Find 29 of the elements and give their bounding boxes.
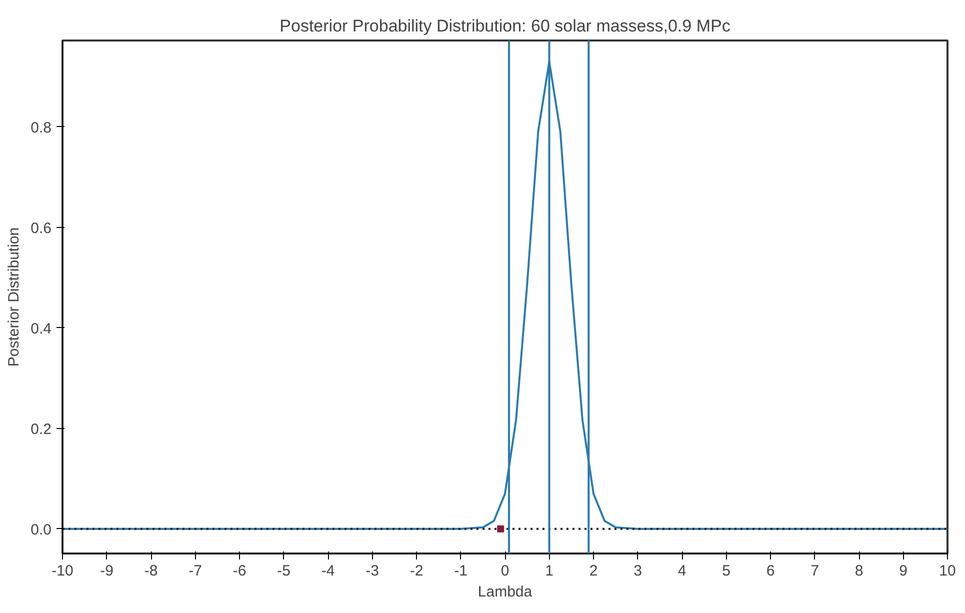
x-tick-label: -7: [188, 562, 202, 580]
x-tick-label: -5: [277, 562, 290, 580]
y-tick-label: 0.2: [30, 420, 52, 438]
x-tick-label: 10: [939, 562, 956, 580]
y-tick-label: 0.0: [30, 521, 52, 538]
x-axis-title: Lambda: [478, 584, 533, 600]
x-tick-label: -4: [321, 562, 335, 580]
x-tick-label: 9: [899, 562, 908, 580]
x-tick-label: -1: [454, 562, 468, 580]
x-tick-label: 2: [589, 562, 598, 580]
x-tick-label: -3: [366, 562, 379, 580]
x-tick-label: 0: [500, 562, 510, 580]
x-tick-label: 1: [545, 562, 554, 580]
x-tick-label: 7: [810, 562, 819, 580]
x-tick-label: 3: [634, 562, 642, 580]
x-tick-label: -8: [144, 562, 158, 580]
x-tick-label: 8: [854, 562, 864, 580]
x-tick-label: -2: [410, 562, 424, 580]
chart-title: Posterior Probability Distribution: 60 solar massess,0.9 MPc: [280, 16, 731, 36]
x-tick-label: -10: [52, 562, 74, 580]
x-tick-label: -9: [100, 562, 114, 580]
x-tick-label: -6: [232, 562, 246, 580]
y-tick-label: 0.8: [30, 119, 52, 136]
y-axis-title: Posterior Distribution: [6, 227, 23, 367]
y-tick-label: 0.6: [30, 220, 52, 237]
y-tick-label: 0.4: [30, 320, 52, 338]
x-tick-label: 6: [766, 562, 775, 580]
x-tick-label: 5: [722, 562, 730, 580]
x-tick-label: 4: [678, 562, 686, 580]
